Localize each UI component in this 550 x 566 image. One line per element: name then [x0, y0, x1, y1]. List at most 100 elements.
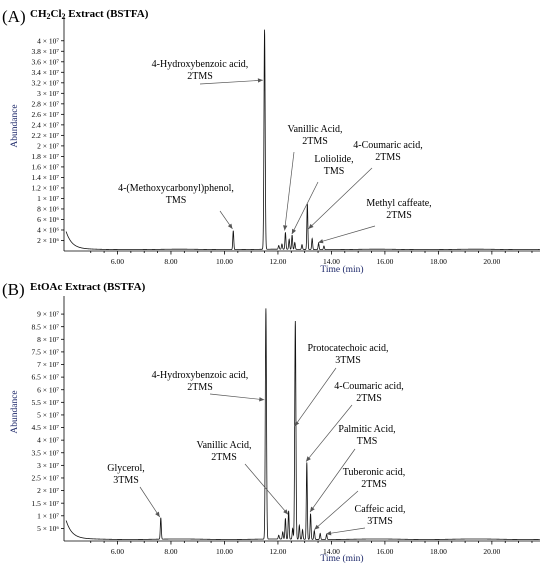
- peak-annotation: Glycerol,3TMS: [107, 463, 161, 518]
- annotation-text: 4-Coumaric acid,: [334, 381, 403, 392]
- annotation-text: 4-(Methoxycarbonyl)phenol,: [118, 183, 234, 194]
- annotation-text: Loliolide,: [314, 154, 353, 165]
- annotation-text: 2TMS: [361, 479, 387, 490]
- x-tick-label: 12.00: [269, 257, 286, 266]
- x-axis-label: Time (min): [320, 553, 363, 564]
- y-tick-label: 1 × 10⁷: [37, 194, 59, 203]
- panel-letter: (B): [2, 280, 25, 299]
- y-tick-label: 7 × 10⁷: [37, 360, 59, 369]
- y-tick-label: 2 × 10⁶: [37, 236, 59, 245]
- peak-annotation: Palmitic Acid,TMS: [309, 424, 396, 513]
- annotation-text: TMS: [324, 166, 345, 177]
- panel-letter: (A): [2, 7, 26, 26]
- y-tick-label: 5 × 10⁶: [37, 524, 59, 533]
- x-tick-label: 18.00: [430, 547, 447, 556]
- x-axis-label: Time (min): [320, 264, 363, 275]
- annotation-text: 2TMS: [187, 71, 213, 82]
- chromatogram-trace: [65, 29, 540, 251]
- y-tick-label: 4 × 10⁷: [37, 436, 59, 445]
- annotation-text: Vanillic Acid,: [197, 440, 252, 451]
- y-tick-label: 9 × 10⁷: [37, 310, 59, 319]
- annotation-text: Tuberonic acid,: [343, 467, 405, 478]
- x-tick-label: 8.00: [164, 257, 177, 266]
- peak-annotation: 4-Hydroxybenzoic acid,2TMS: [152, 370, 265, 402]
- annotation-text: 3TMS: [335, 355, 361, 366]
- annotation-text: 3TMS: [113, 475, 139, 486]
- x-tick-label: 14.00: [323, 547, 340, 556]
- y-tick-label: 3 × 10⁷: [37, 461, 59, 470]
- x-tick-label: 6.00: [111, 547, 124, 556]
- peak-annotation: Tuberonic acid,2TMS: [314, 467, 405, 530]
- annotation-arrow: [305, 404, 353, 462]
- peak-annotation: Methyl caffeate,2TMS: [317, 198, 432, 244]
- y-tick-label: 1.2 × 10⁷: [32, 184, 60, 193]
- panel-title: CH2Cl2 Extract (BSTFA): [30, 8, 149, 21]
- y-tick-label: 3.8 × 10⁷: [32, 47, 60, 56]
- y-axis-label: Abundance: [10, 104, 20, 147]
- annotation-arrowhead: [283, 225, 288, 231]
- y-tick-label: 5.5 × 10⁷: [32, 398, 60, 407]
- peak-annotation: Vanillic Acid,2TMS: [197, 440, 289, 515]
- peak-annotation: Vanillic Acid,2TMS: [283, 124, 343, 231]
- panel-b-chromatogram: (B) EtOAc Extract (BSTFA) 5 × 10⁶ 1 × 10⁷ 1.…: [2, 280, 540, 564]
- y-tick-label: 1 × 10⁷: [37, 511, 59, 520]
- y-tick-label: 8 × 10⁷: [37, 335, 59, 344]
- y-tick-label: 2.6 × 10⁷: [32, 110, 60, 119]
- y-tick-label: 1.6 × 10⁷: [32, 163, 60, 172]
- chromatogram-trace: [65, 308, 540, 540]
- annotation-arrowhead: [310, 506, 315, 513]
- y-tick-label: 8.5 × 10⁷: [32, 322, 60, 331]
- y-tick-label: 3.2 × 10⁷: [32, 78, 60, 87]
- peak-annotation: 4-Hydroxybenzoic acid,2TMS: [152, 59, 263, 85]
- annotation-text: 2TMS: [211, 452, 237, 463]
- x-tick-label: 10.00: [216, 547, 233, 556]
- x-tick-label: 8.00: [164, 547, 177, 556]
- y-tick-label: 6 × 10⁷: [37, 385, 59, 394]
- annotation-arrow: [284, 151, 295, 231]
- annotation-text: 2TMS: [187, 382, 213, 393]
- x-tick-label: 20.00: [483, 257, 500, 266]
- annotation-text: 2TMS: [375, 152, 401, 163]
- panel-title: EtOAc Extract (BSTFA): [30, 281, 146, 293]
- y-tick-label: 1.4 × 10⁷: [32, 173, 60, 182]
- y-tick-label: 4.5 × 10⁷: [32, 423, 60, 432]
- annotation-text: 2TMS: [386, 210, 412, 221]
- annotation-arrowhead: [318, 239, 324, 244]
- y-tick-label: 2.2 × 10⁷: [32, 131, 60, 140]
- x-tick-label: 12.00: [269, 547, 286, 556]
- peak-annotation: 4-Coumaric acid,2TMS: [308, 140, 423, 230]
- annotation-text: Vanillic Acid,: [288, 124, 343, 135]
- annotation-arrow: [244, 463, 289, 515]
- y-tick-label: 6.5 × 10⁷: [32, 373, 60, 382]
- y-tick-label: 1.5 × 10⁷: [32, 499, 60, 508]
- y-tick-label: 2.4 × 10⁷: [32, 120, 60, 129]
- annotation-arrow: [326, 527, 366, 535]
- annotation-text: 3TMS: [367, 516, 393, 527]
- y-tick-label: 4 × 10⁶: [37, 226, 59, 235]
- y-tick-label: 8 × 10⁶: [37, 205, 59, 214]
- annotation-text: 4-Hydroxybenzoic acid,: [152, 59, 249, 70]
- y-tick-label: 3.4 × 10⁷: [32, 68, 60, 77]
- annotation-arrowhead: [294, 420, 300, 427]
- annotation-arrow: [308, 167, 373, 230]
- annotation-text: Methyl caffeate,: [366, 198, 431, 209]
- annotation-arrow: [199, 79, 263, 85]
- annotation-arrow: [291, 181, 319, 235]
- annotation-arrowhead: [155, 511, 160, 518]
- peak-annotation: Loliolide,TMS: [291, 154, 354, 235]
- annotation-arrowhead: [314, 524, 320, 530]
- y-tick-label: 2 × 10⁷: [37, 141, 59, 150]
- annotation-arrow: [317, 225, 376, 243]
- x-tick-label: 14.00: [323, 257, 340, 266]
- annotation-arrow: [314, 490, 359, 530]
- peak-annotation: Caffeic acid,3TMS: [326, 504, 405, 536]
- y-tick-label: 5 × 10⁷: [37, 411, 59, 420]
- annotation-arrowhead: [259, 397, 265, 402]
- y-tick-label: 7.5 × 10⁷: [32, 348, 60, 357]
- x-tick-label: 16.00: [376, 547, 393, 556]
- annotation-text: 2TMS: [356, 393, 382, 404]
- y-tick-label: 4 × 10⁷: [37, 36, 59, 45]
- annotation-arrow: [209, 393, 265, 401]
